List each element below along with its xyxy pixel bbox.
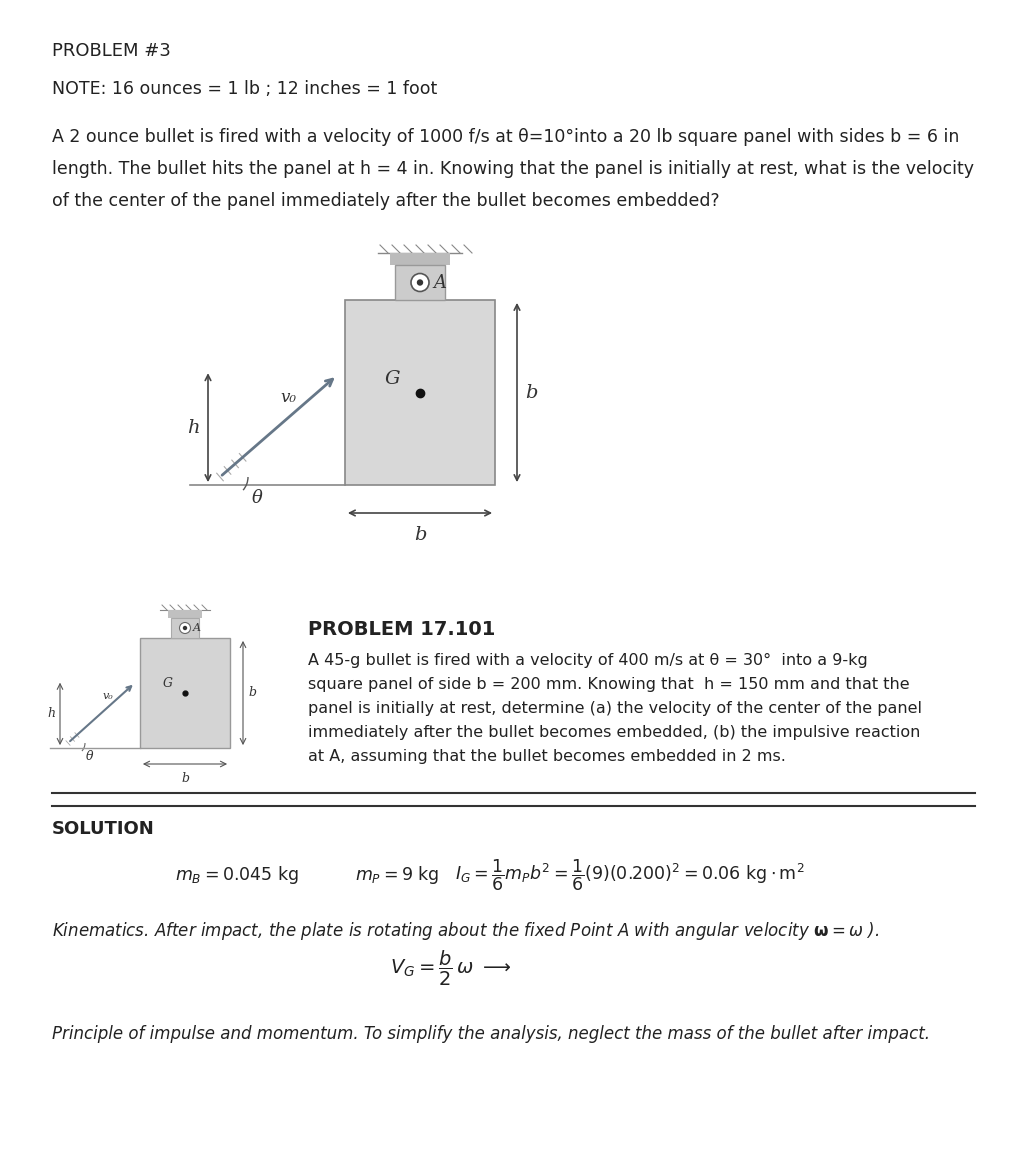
Text: $I_G = \dfrac{1}{6}m_P b^2 = \dfrac{1}{6}(9)(0.200)^2 = 0.06\ \mathrm{kg \cdot m: $I_G = \dfrac{1}{6}m_P b^2 = \dfrac{1}{6… <box>455 857 804 893</box>
Text: Principle of impulse and momentum. To simplify the analysis, neglect the mass of: Principle of impulse and momentum. To si… <box>52 1026 930 1043</box>
Circle shape <box>418 280 422 285</box>
Text: θ: θ <box>86 750 93 763</box>
Text: Kinematics. After impact, the plate is rotating about the fixed Point $A$ with a: Kinematics. After impact, the plate is r… <box>52 920 879 942</box>
Text: b: b <box>181 772 189 785</box>
Text: A: A <box>433 273 446 292</box>
Text: G: G <box>163 677 173 690</box>
Text: v₀: v₀ <box>103 691 113 701</box>
Circle shape <box>184 627 187 629</box>
Bar <box>390 253 450 265</box>
Text: b: b <box>525 383 537 402</box>
Text: b: b <box>248 687 256 700</box>
Text: A 45-g bullet is fired with a velocity of 400 m/s at θ = 30°  into a 9-kg: A 45-g bullet is fired with a velocity o… <box>308 653 868 668</box>
Text: at A, assuming that the bullet becomes embedded in 2 ms.: at A, assuming that the bullet becomes e… <box>308 749 786 764</box>
Text: θ: θ <box>252 489 263 507</box>
Text: A: A <box>193 624 201 633</box>
Text: A 2 ounce bullet is fired with a velocity of 1000 f/s at θ=10°into a 20 lb squar: A 2 ounce bullet is fired with a velocit… <box>52 128 959 146</box>
Text: PROBLEM 17.101: PROBLEM 17.101 <box>308 620 495 639</box>
Text: panel is initially at rest, determine (a) the velocity of the center of the pane: panel is initially at rest, determine (a… <box>308 701 922 716</box>
Text: h: h <box>188 418 200 437</box>
Text: $m_B = 0.045\ \mathrm{kg}$: $m_B = 0.045\ \mathrm{kg}$ <box>175 864 299 886</box>
Text: $V_G = \dfrac{b}{2}\,\omega\ \longrightarrow$: $V_G = \dfrac{b}{2}\,\omega\ \longrighta… <box>390 948 511 988</box>
Circle shape <box>411 273 429 292</box>
Bar <box>395 265 445 300</box>
Text: of the center of the panel immediately after the bullet becomes embedded?: of the center of the panel immediately a… <box>52 192 720 210</box>
Text: SOLUTION: SOLUTION <box>52 820 155 838</box>
Text: h: h <box>47 708 55 721</box>
Text: square panel of side b = 200 mm. Knowing that  h = 150 mm and that the: square panel of side b = 200 mm. Knowing… <box>308 677 910 691</box>
Text: length. The bullet hits the panel at h = 4 in. Knowing that the panel is initial: length. The bullet hits the panel at h =… <box>52 161 974 178</box>
Text: NOTE: 16 ounces = 1 lb ; 12 inches = 1 foot: NOTE: 16 ounces = 1 lb ; 12 inches = 1 f… <box>52 80 438 98</box>
Bar <box>172 618 199 638</box>
Bar <box>168 609 202 618</box>
Text: PROBLEM #3: PROBLEM #3 <box>52 42 170 60</box>
Bar <box>140 638 230 748</box>
Text: G: G <box>384 369 400 388</box>
Text: b: b <box>414 526 426 544</box>
Bar <box>345 300 495 485</box>
Text: $m_P = 9\ \mathrm{kg}$: $m_P = 9\ \mathrm{kg}$ <box>355 864 440 886</box>
Text: v₀: v₀ <box>280 389 297 407</box>
Text: immediately after the bullet becomes embedded, (b) the impulsive reaction: immediately after the bullet becomes emb… <box>308 725 920 740</box>
Circle shape <box>180 622 190 634</box>
